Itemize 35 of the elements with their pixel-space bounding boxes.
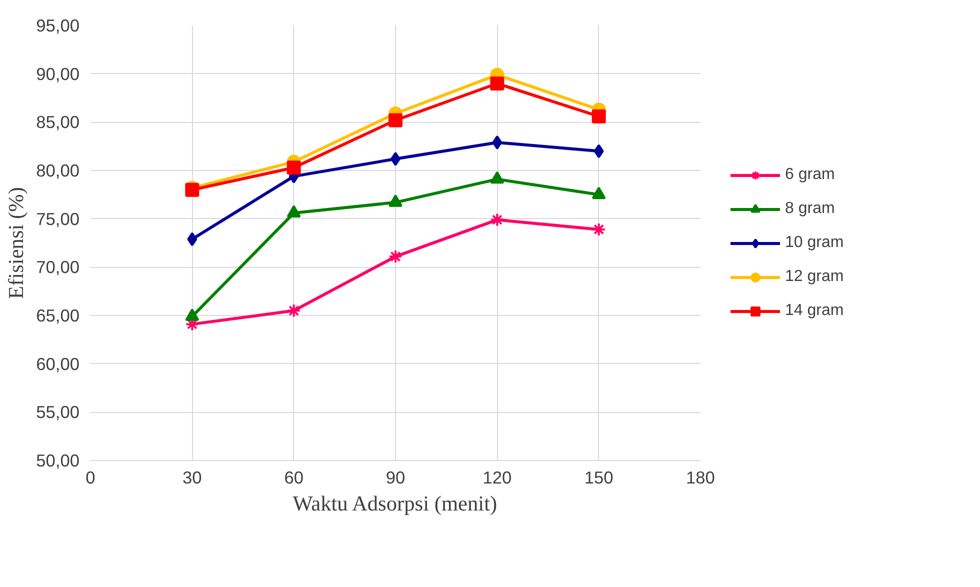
x-axis-title: Waktu Adsorpsi (menit) (292, 492, 498, 516)
point (592, 222, 606, 236)
x-tick-label: 60 (284, 468, 304, 488)
point (592, 109, 606, 124)
x-tick-label: 90 (386, 468, 406, 488)
x-tick-label: 0 (86, 468, 96, 488)
y-tick-label: 60,00 (36, 354, 80, 374)
y-tick-label: 90,00 (36, 64, 80, 84)
y-tick-label: 95,00 (36, 16, 80, 36)
y-axis-title: Efisiensi (%) (4, 187, 28, 299)
x-tick-label: 150 (584, 468, 614, 488)
legend-label: 8 gram (785, 200, 835, 218)
y-tick-label: 75,00 (36, 208, 80, 229)
point (492, 135, 502, 150)
legend-label: 6 gram (785, 166, 835, 184)
point (388, 113, 402, 128)
y-tick-label: 85,00 (36, 112, 80, 132)
legend-label: 12 gram (785, 268, 844, 286)
point (388, 250, 402, 264)
x-tick-label: 180 (686, 468, 715, 488)
y-tick-label: 50,00 (36, 450, 80, 470)
y-tick-label: 70,00 (36, 257, 80, 278)
point (594, 144, 604, 158)
y-tick-label: 65,00 (36, 306, 80, 326)
point (187, 232, 198, 246)
point (286, 304, 301, 318)
legend-label: 14 gram (785, 302, 844, 320)
point (286, 160, 301, 175)
point (490, 76, 504, 90)
y-tick-label: 80,00 (36, 160, 80, 180)
x-tick-label: 120 (482, 468, 512, 488)
legend-label: 10 gram (785, 234, 844, 252)
point (490, 212, 504, 227)
x-tick-label: 30 (182, 468, 202, 488)
y-tick-label: 55,00 (36, 402, 80, 422)
